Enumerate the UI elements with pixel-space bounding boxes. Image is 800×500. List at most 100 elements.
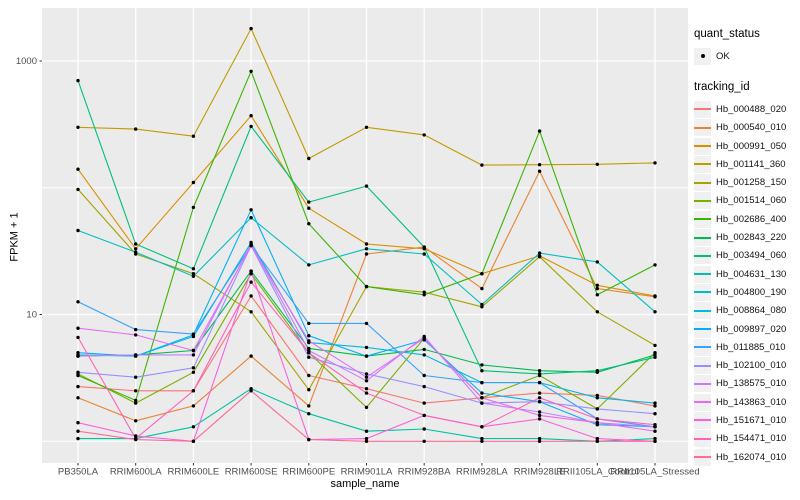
legend-item-Hb_002686_400: Hb_002686_400	[694, 210, 800, 228]
data-points	[76, 26, 657, 443]
x-tick-label: RRIM928BA	[398, 467, 451, 478]
swatch-line-icon	[694, 273, 711, 276]
legend-item-Hb_001258_150: Hb_001258_150	[694, 173, 800, 192]
legend-item-label: Hb_001141_360	[716, 158, 786, 170]
legend-item-label: Hb_002843_220	[716, 232, 787, 244]
tick-labels: 1000 10 PB350LA RRIM600LA RRIM600LE RRIM600SE…	[16, 56, 700, 477]
swatch-line-icon	[694, 328, 711, 330]
line-swatch	[694, 210, 711, 228]
line-swatch	[694, 265, 711, 283]
line-swatch	[694, 174, 711, 192]
legend-item-Hb_003494_060: Hb_003494_060	[694, 247, 800, 265]
point-icon	[700, 54, 705, 59]
legend-item-Hb_004800_190: Hb_004800_190	[694, 283, 800, 301]
swatch-line-icon	[694, 382, 711, 385]
legend-item-Hb_011885_010: Hb_011885_010	[694, 338, 800, 356]
legend-item-Hb_143863_010: Hb_143863_010	[694, 393, 800, 411]
y-tick-label: 1000	[16, 56, 37, 67]
line-swatch	[694, 338, 711, 356]
legend-item-Hb_138575_010: Hb_138575_010	[694, 375, 800, 393]
line-swatch	[694, 357, 711, 375]
legend-item-label: Hb_004631_130	[716, 268, 787, 280]
swatch-line-icon	[694, 346, 711, 349]
legend-item-Hb_001141_360: Hb_001141_360	[694, 155, 800, 173]
legend-item-label: Hb_143863_010	[716, 396, 787, 408]
legend-item-Hb_002843_220: Hb_002843_220	[694, 228, 800, 247]
point-symbol-swatch	[694, 47, 711, 65]
legend-item-label: Hb_002686_400	[716, 213, 787, 225]
swatch-line-icon	[694, 236, 711, 239]
line-swatch	[694, 302, 711, 320]
legend-item-label: Hb_011885_010	[716, 341, 786, 353]
swatch-line-icon	[694, 145, 711, 148]
legend-item-label: Hb_138575_010	[716, 378, 787, 390]
legend-item-label: Hb_008864_080	[716, 305, 787, 317]
line-swatch	[694, 283, 711, 301]
y-tick-label: 10	[26, 310, 37, 321]
legend-item-label: Hb_001258_150	[716, 177, 787, 189]
legend-item-label: Hb_154471_010	[716, 433, 787, 445]
x-tick-label: RRIM600LE	[168, 467, 220, 478]
swatch-line-icon	[694, 254, 711, 257]
legend-item-ok: OK	[694, 47, 800, 65]
legend-item-label: Hb_004800_190	[716, 286, 787, 298]
line-swatch	[694, 320, 711, 338]
legend-item-label: Hb_001514_060	[716, 195, 787, 207]
legend-item-Hb_000488_020: Hb_000488_020	[694, 100, 800, 118]
swatch-line-icon	[694, 419, 711, 422]
line-swatch	[694, 375, 711, 393]
x-tick-label: RRIM600PE	[282, 467, 335, 478]
x-tick-label: RRIM901LA	[341, 467, 393, 478]
legend-item-label: Hb_000540_010	[716, 122, 787, 134]
swatch-line-icon	[694, 364, 711, 367]
swatch-line-icon	[694, 401, 711, 404]
legend-item-label: Hb_102100_010	[716, 360, 787, 372]
legend-tracking-id-items: Hb_000488_020 Hb_000540_010 Hb_000991_050 H…	[694, 100, 800, 466]
line-swatch	[694, 119, 711, 137]
line-swatch	[694, 229, 711, 247]
x-axis-title: sample_name	[330, 478, 400, 490]
line-swatch	[694, 192, 711, 210]
axis-ticks	[39, 60, 656, 466]
legend-item-Hb_004631_130: Hb_004631_130	[694, 265, 800, 283]
line-swatch	[694, 393, 711, 411]
x-tick-label: RRII105LA_Control	[556, 467, 638, 478]
line-swatch	[694, 100, 711, 118]
legend-item-Hb_001514_060: Hb_001514_060	[694, 192, 800, 210]
legend-item-label: Hb_000488_020	[716, 103, 787, 115]
x-tick-label: PB350LA	[58, 467, 99, 478]
legend-item-label: Hb_003494_060	[716, 250, 787, 262]
swatch-line-icon	[694, 218, 711, 221]
legend-item-label: Hb_151671_010	[716, 414, 787, 426]
x-tick-label: RRIM928LA	[456, 467, 508, 478]
swatch-line-icon	[694, 163, 711, 166]
legend-item-Hb_000540_010: Hb_000540_010	[694, 119, 800, 137]
x-tick-label: RRIM928LE	[514, 467, 566, 478]
y-axis-title: FPKM + 1	[8, 212, 21, 262]
legend-item-Hb_009897_020: Hb_009897_020	[694, 320, 800, 338]
legend: quant_status OK tracking_id Hb_000488_02…	[694, 0, 800, 500]
x-tick-label: RRIM600LA	[110, 467, 162, 478]
panel-background	[42, 8, 688, 463]
legend-item-label: Hb_162074_010	[716, 451, 787, 463]
legend-item-Hb_008864_080: Hb_008864_080	[694, 302, 800, 320]
legend-tracking-id-title: tracking_id	[694, 81, 750, 94]
legend-item-Hb_102100_010: Hb_102100_010	[694, 356, 800, 375]
x-tick-label: RRIM600SE	[225, 467, 278, 478]
legend-item-label: OK	[716, 50, 730, 62]
legend-item-Hb_162074_010: Hb_162074_010	[694, 448, 800, 466]
legend-item-label: Hb_009897_020	[716, 323, 787, 335]
swatch-line-icon	[694, 456, 711, 459]
legend-item-Hb_151671_010: Hb_151671_010	[694, 411, 800, 429]
x-tick-label: RRII105LA_Stressed	[610, 467, 699, 478]
swatch-line-icon	[694, 291, 711, 294]
legend-item-Hb_000991_050: Hb_000991_050	[694, 137, 800, 155]
line-swatch	[694, 430, 711, 448]
swatch-line-icon	[694, 199, 711, 202]
line-swatch	[694, 247, 711, 265]
swatch-line-icon	[694, 309, 711, 312]
line-swatch	[694, 411, 711, 429]
legend-item-Hb_154471_010: Hb_154471_010	[694, 430, 800, 448]
